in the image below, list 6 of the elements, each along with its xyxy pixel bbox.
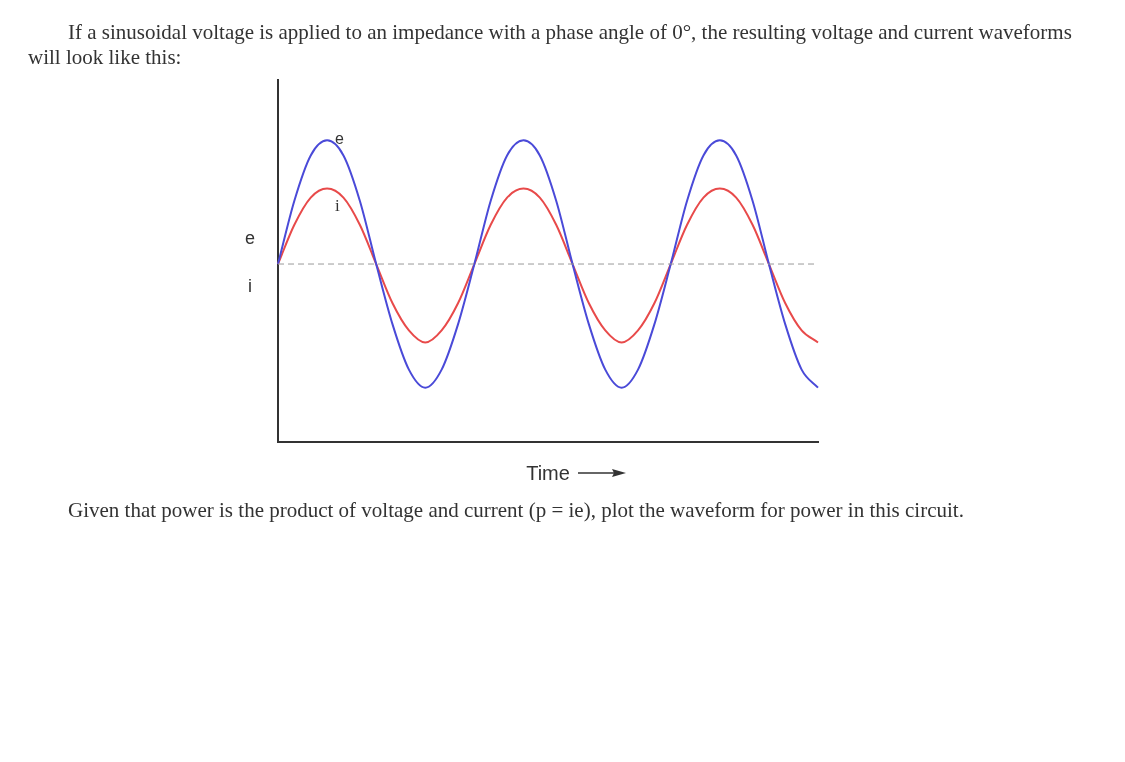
text: Given that power is the product of voltage and current (p = ie), plot the waveform for power in this circuit. (67, 498, 965, 523)
x-axis-title: Time (526, 461, 570, 484)
series-label: i (335, 195, 341, 215)
chart-title: If a sinusoidal voltage is applied to an impedance with a phase angle of 0°, the resulting voltage and current waveforms will look like this: (28, 20, 1073, 70)
series-label: e (335, 130, 345, 148)
text: e i (244, 228, 256, 297)
